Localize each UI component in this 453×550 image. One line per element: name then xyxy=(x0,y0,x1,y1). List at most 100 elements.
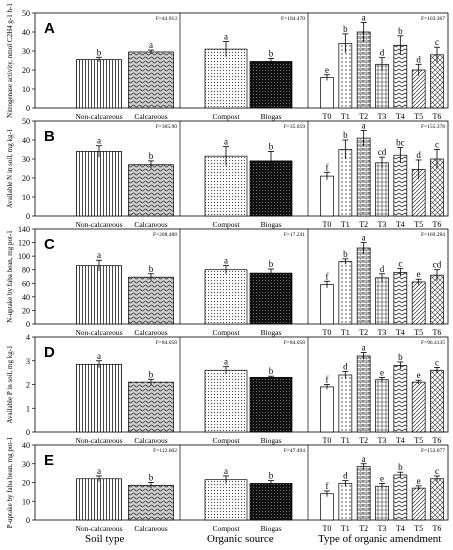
bar xyxy=(320,493,334,521)
panel-C: C 0 20 40 60 80 100 120 140 N-uptake by faba bean… xyxy=(6,225,449,337)
bar xyxy=(356,247,371,325)
y-tick-label: 30 xyxy=(22,460,30,469)
y-tick-label: 0 xyxy=(26,212,30,221)
significance-letter: b xyxy=(398,462,403,472)
f-statistic: F=84.058 xyxy=(284,340,306,346)
f-statistic: F=153.077 xyxy=(421,448,445,454)
bar xyxy=(430,369,444,433)
category-label: Biogas xyxy=(261,524,282,533)
significance-letter: b xyxy=(149,473,154,483)
bar xyxy=(76,478,122,521)
y-tick-label: 40 xyxy=(22,441,30,450)
bar xyxy=(76,265,122,325)
f-statistic: F=84.058 xyxy=(156,340,178,346)
y-tick-label: 10 xyxy=(22,193,30,202)
y-tick-label: 40 xyxy=(22,136,30,145)
category-label: Non-calcareous xyxy=(75,220,122,229)
category-label: Biogas xyxy=(261,436,282,445)
y-tick-label: 2 xyxy=(26,381,30,390)
category-label: Compost xyxy=(212,112,240,121)
significance-letter: d xyxy=(416,54,421,64)
f-statistic: F=104.470 xyxy=(281,16,305,22)
bar xyxy=(411,381,426,433)
category-label: Biogas xyxy=(261,112,282,121)
bar xyxy=(338,43,353,109)
panel-letter: C xyxy=(44,236,55,253)
bar xyxy=(356,137,371,217)
significance-letter: b xyxy=(343,24,348,34)
bar xyxy=(320,77,334,109)
significance-letter: a xyxy=(97,136,101,146)
significance-letter: e xyxy=(417,370,421,380)
bar xyxy=(393,154,408,217)
category-label: T2 xyxy=(359,220,368,229)
significance-letter: c xyxy=(435,357,439,367)
bottom-label-organic-amendment: Type of organic amendment xyxy=(318,533,442,545)
y-tick-label: 0 xyxy=(26,320,30,329)
category-label: Compost xyxy=(212,220,240,229)
bar xyxy=(356,31,371,109)
y-axis-label: Available N in soil, mg kg-1 xyxy=(6,128,14,208)
bar xyxy=(338,149,353,217)
y-tick-label: 80 xyxy=(22,266,30,275)
significance-letter: e xyxy=(417,476,421,486)
category-label: T2 xyxy=(359,112,368,121)
y-tick-label: 30 xyxy=(22,155,30,164)
category-label: T3 xyxy=(378,524,387,533)
y-tick-label: 0 xyxy=(26,428,30,437)
bar xyxy=(411,487,426,521)
y-tick-label: 140 xyxy=(18,225,30,234)
significance-letter: f xyxy=(326,375,329,385)
category-label: Non-calcareous xyxy=(75,112,122,121)
bar xyxy=(76,151,122,217)
significance-letter: a xyxy=(362,121,366,131)
category-label: T3 xyxy=(378,220,387,229)
category-label: T2 xyxy=(359,328,368,337)
significance-letter: b xyxy=(269,259,274,269)
bar xyxy=(128,276,174,325)
significance-letter: a xyxy=(362,342,366,352)
bar xyxy=(320,284,334,325)
y-tick-label: 20 xyxy=(22,66,30,75)
category-label: T4 xyxy=(396,220,405,229)
category-label: T5 xyxy=(414,112,423,121)
significance-letter: f xyxy=(326,481,329,491)
category-label: T1 xyxy=(341,328,350,337)
f-statistic: F=103.367 xyxy=(421,16,445,22)
y-tick-label: 3 xyxy=(26,357,30,366)
significance-letter: a xyxy=(224,32,228,42)
f-statistic: F=208.488 xyxy=(153,232,177,238)
y-tick-label: 20 xyxy=(22,479,30,488)
bar xyxy=(338,261,353,325)
bar xyxy=(76,59,122,109)
y-tick-label: 20 xyxy=(22,306,30,315)
bar xyxy=(338,374,353,433)
y-tick-label: 10 xyxy=(22,497,30,506)
significance-letter: e xyxy=(325,65,329,75)
category-label: Calcareous xyxy=(134,328,167,337)
category-label: Compost xyxy=(212,524,240,533)
category-label: T5 xyxy=(414,436,423,445)
y-tick-label: 0 xyxy=(26,104,30,113)
significance-letter: d xyxy=(416,150,421,160)
significance-letter: a xyxy=(362,13,366,23)
f-statistic: F=47.494 xyxy=(284,448,306,454)
bar xyxy=(393,365,408,433)
significance-letter: b xyxy=(269,49,274,59)
bar xyxy=(128,164,174,217)
category-label: Calcareous xyxy=(134,436,167,445)
bar xyxy=(128,381,174,433)
bar xyxy=(204,369,248,433)
category-label: T1 xyxy=(341,524,350,533)
significance-letter: b xyxy=(343,130,348,140)
category-label: T6 xyxy=(433,220,442,229)
y-tick-label: 1 xyxy=(26,404,30,413)
category-label: Calcareous xyxy=(134,112,167,121)
bar xyxy=(249,61,293,109)
significance-letter: f xyxy=(326,162,329,172)
y-tick-label: 40 xyxy=(22,28,30,37)
significance-letter: e xyxy=(380,367,384,377)
category-label: T1 xyxy=(341,112,350,121)
category-label: T3 xyxy=(378,436,387,445)
